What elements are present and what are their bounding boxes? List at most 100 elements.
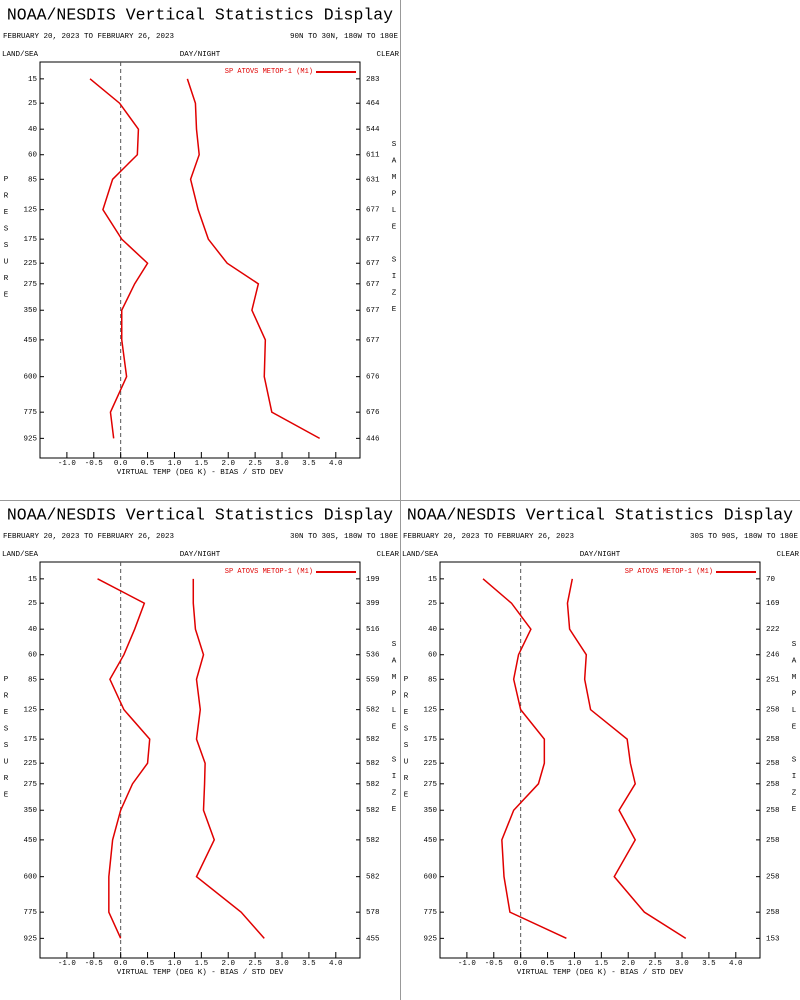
x-tick-label: 0.0 [114,460,128,468]
y-tick-label: 85 [28,676,38,684]
sample-size: 611 [366,152,380,160]
y-tick-label: 25 [28,100,38,108]
x-tick-label: 2.0 [221,460,235,468]
sky: CLEAR [376,551,399,559]
sample-size: 251 [766,676,780,684]
sample-size: 676 [366,409,380,417]
sample-size: 516 [366,626,380,634]
legend-label: SP ATOVS METOP-1 (M1) [625,568,713,576]
day-night: DAY/NIGHT [580,551,621,559]
x-tick-label: 2.5 [248,960,262,968]
x-tick-label: 1.5 [595,960,609,968]
y-axis-label: PRESSURE [2,176,10,308]
x-tick-label: 1.0 [568,960,582,968]
sample-size: 536 [366,652,380,660]
x-tick-label: 4.0 [329,960,343,968]
date-range: FEBRUARY 20, 2023 TO FEBRUARY 26, 2023 [3,33,175,41]
bias-line [482,578,567,940]
region: 30S TO 90S, 180W TO 180E [690,533,799,541]
x-axis-label: VIRTUAL TEMP (DEG K) - BIAS / STD DEV [117,969,284,977]
x-tick-label: 0.5 [141,460,155,468]
y-tick-label: 600 [23,374,37,382]
land-sea: LAND/SEA [402,551,439,559]
title: NOAA/NESDIS Vertical Statistics Display [7,5,393,24]
x-tick-label: -1.0 [58,960,77,968]
sample-size: 677 [366,281,380,289]
x-tick-label: 3.5 [302,460,316,468]
sample-size: 677 [366,307,380,315]
y-tick-label: 925 [23,435,37,443]
y-tick-label: 450 [23,837,37,845]
y-tick-label: 175 [23,736,37,744]
x-tick-label: 1.0 [168,460,182,468]
x-tick-label: -0.5 [85,960,104,968]
y-tick-label: 15 [28,576,38,584]
sample-size: 631 [366,176,380,184]
sample-size: 582 [366,760,380,768]
sample-size: 70 [766,576,776,584]
y-tick-label: 15 [428,576,438,584]
sample-size: 199 [366,576,380,584]
y-tick-label: 600 [423,874,437,882]
sample-size: 246 [766,652,780,660]
x-axis-label: VIRTUAL TEMP (DEG K) - BIAS / STD DEV [117,469,284,477]
day-night: DAY/NIGHT [180,551,221,559]
x-tick-label: 3.5 [702,960,716,968]
x-tick-label: -1.0 [58,460,77,468]
y-tick-label: 925 [423,935,437,943]
x-tick-label: 4.0 [729,960,743,968]
x-tick-label: 3.0 [675,960,689,968]
region: 30N TO 30S, 180W TO 180E [290,533,399,541]
sample-size: 169 [766,600,780,608]
y-tick-label: 175 [23,236,37,244]
x-tick-label: 1.5 [195,960,209,968]
sample-size: 559 [366,676,380,684]
region: 90N TO 30N, 180W TO 180E [290,33,399,41]
sample-size: 153 [766,935,780,943]
sample-size: 283 [366,76,380,84]
sample-size: 399 [366,600,380,608]
sample-size: 582 [366,781,380,789]
sample-size: 676 [366,374,380,382]
plot-frame [439,561,761,959]
y-tick-label: 275 [423,781,437,789]
sample-size: 677 [366,236,380,244]
x-tick-label: 3.0 [275,460,289,468]
sample-size: 222 [766,626,780,634]
sample-size: 582 [366,707,380,715]
sample-size: 258 [766,707,780,715]
y-tick-label: 60 [28,152,38,160]
sample-size: 582 [366,736,380,744]
x-tick-label: 3.5 [302,960,316,968]
bias-line [89,78,149,439]
y-tick-label: 40 [428,626,438,634]
legend-label: SP ATOVS METOP-1 (M1) [225,68,313,76]
y2-axis-label: SAMPLE SIZE [790,641,798,823]
x-tick-label: -1.0 [458,960,477,968]
y-tick-label: 225 [23,260,37,268]
y-tick-label: 85 [428,676,438,684]
panel: NOAA/NESDIS Vertical Statistics Display F… [402,505,799,977]
date-range: FEBRUARY 20, 2023 TO FEBRUARY 26, 2023 [3,533,175,541]
y-tick-label: 25 [28,600,38,608]
y-tick-label: 225 [23,760,37,768]
y-tick-label: 40 [28,626,38,634]
sample-size: 582 [366,807,380,815]
y-tick-label: 125 [423,707,437,715]
x-tick-label: 2.5 [248,460,262,468]
y2-axis-label: SAMPLE SIZE [390,141,398,323]
date-range: FEBRUARY 20, 2023 TO FEBRUARY 26, 2023 [403,533,575,541]
y-tick-label: 450 [23,337,37,345]
y-tick-label: 275 [23,281,37,289]
sample-size: 677 [366,260,380,268]
y-tick-label: 225 [423,760,437,768]
sample-size: 258 [766,760,780,768]
y-tick-label: 600 [23,874,37,882]
y-tick-label: 40 [28,126,38,134]
day-night: DAY/NIGHT [180,51,221,59]
y-tick-label: 350 [23,807,37,815]
y-tick-label: 775 [423,909,437,917]
sample-size: 258 [766,874,780,882]
